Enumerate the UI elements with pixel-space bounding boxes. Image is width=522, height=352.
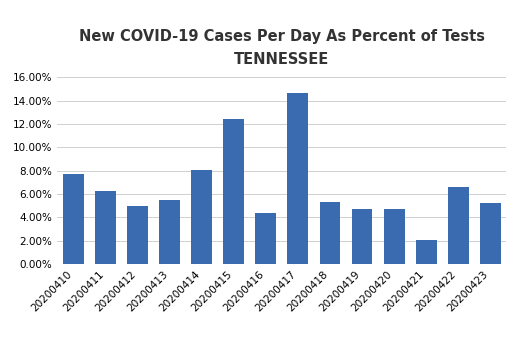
Bar [319,202,340,264]
Bar [384,209,405,264]
Bar [255,213,276,264]
Bar [480,203,501,264]
Bar [191,170,212,264]
Bar [352,209,373,264]
Bar [95,190,116,264]
Bar [416,239,436,264]
Bar [63,174,84,264]
Title: New COVID-19 Cases Per Day As Percent of Tests
TENNESSEE: New COVID-19 Cases Per Day As Percent of… [79,29,485,67]
Bar [223,119,244,264]
Bar [288,93,309,264]
Bar [127,206,148,264]
Bar [448,187,469,264]
Bar [159,200,180,264]
